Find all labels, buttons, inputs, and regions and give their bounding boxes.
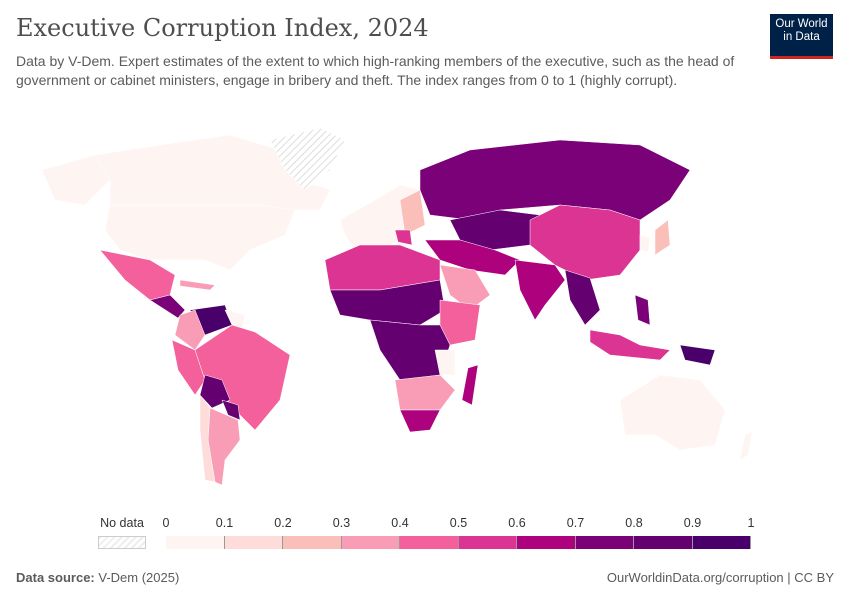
legend-bin[interactable]: [634, 536, 693, 549]
legend-bin[interactable]: [224, 536, 283, 549]
legend-tick-label: 0.1: [215, 516, 234, 530]
source-label: Data source:: [16, 570, 95, 585]
region-eastern-europe[interactable]: [399, 189, 426, 236]
subtitle: Data by V-Dem. Expert estimates of the e…: [16, 53, 735, 88]
region-canada[interactable]: [94, 134, 331, 211]
legend-tick-label: 0.3: [332, 516, 351, 530]
legend-bin[interactable]: [341, 536, 400, 549]
region-southeast-asia[interactable]: [564, 269, 601, 326]
region-japan[interactable]: [654, 219, 671, 256]
region-central-america[interactable]: [149, 294, 186, 319]
data-source: Data source: V-Dem (2025): [16, 570, 179, 585]
world-map: [41, 127, 753, 486]
region-south-africa[interactable]: [399, 409, 441, 433]
legend-tick-label: 0.5: [449, 516, 468, 530]
region-bolivia[interactable]: [199, 374, 231, 409]
region-madagascar[interactable]: [461, 364, 479, 406]
footer-link[interactable]: OurWorldinData.org/corruption | CC BY: [606, 570, 834, 585]
legend: No data 0 0.1 0.2 0.3 0.4 0.5 0.6 0.7 0.8 0.9 1: [0, 512, 850, 552]
region-new-zealand[interactable]: [739, 431, 753, 461]
region-indonesia[interactable]: [589, 329, 671, 361]
region-peru[interactable]: [171, 339, 206, 396]
region-colombia[interactable]: [174, 309, 206, 351]
region-greenland[interactable]: [269, 127, 346, 191]
region-sahel[interactable]: [329, 279, 446, 326]
region-caribbean[interactable]: [179, 279, 216, 291]
region-chile[interactable]: [199, 394, 216, 483]
source-value[interactable]: V-Dem (2025): [98, 570, 180, 585]
region-philippines[interactable]: [634, 294, 651, 326]
page-title: Executive Corruption Index, 2024: [16, 14, 429, 42]
region-alaska[interactable]: [41, 154, 111, 206]
legend-bin[interactable]: [400, 536, 459, 549]
region-india[interactable]: [514, 259, 566, 321]
region-arabia[interactable]: [439, 264, 491, 311]
region-usa[interactable]: [104, 204, 296, 271]
legend-bin[interactable]: [575, 536, 634, 549]
region-balkans[interactable]: [394, 229, 413, 246]
legend-tick-label: 0.4: [391, 516, 409, 530]
legend-tick-label: 0.2: [274, 516, 292, 530]
legend-no-data-swatch: [98, 536, 146, 549]
region-paraguay[interactable]: [221, 399, 241, 421]
legend-no-data-label: No data: [100, 516, 144, 530]
region-southern-africa[interactable]: [394, 374, 456, 411]
region-png[interactable]: [679, 344, 716, 366]
logo-line-2: in Data: [783, 31, 820, 43]
legend-tick-label: 0.7: [566, 516, 585, 530]
legend-bin[interactable]: [458, 536, 517, 549]
legend-bin[interactable]: [283, 536, 342, 549]
owid-logo[interactable]: Our World in Data: [770, 14, 833, 59]
legend-bin[interactable]: [166, 536, 225, 549]
region-china[interactable]: [529, 204, 641, 281]
legend-tick-label: 0.6: [508, 516, 526, 530]
region-korea[interactable]: [639, 234, 651, 253]
legend-tick-label: 0.9: [683, 516, 702, 530]
legend-tick-label: 0: [162, 516, 170, 530]
legend-tick-label: 1: [747, 516, 755, 530]
region-middle-east[interactable]: [424, 239, 521, 276]
logo-line-1: Our World: [775, 18, 828, 30]
legend-tick-label: 0.8: [625, 516, 643, 530]
legend-bin[interactable]: [517, 536, 576, 549]
region-australia[interactable]: [619, 374, 726, 451]
region-horn-africa[interactable]: [439, 299, 481, 346]
legend-bin[interactable]: [692, 536, 751, 549]
region-tanzania[interactable]: [434, 349, 456, 376]
